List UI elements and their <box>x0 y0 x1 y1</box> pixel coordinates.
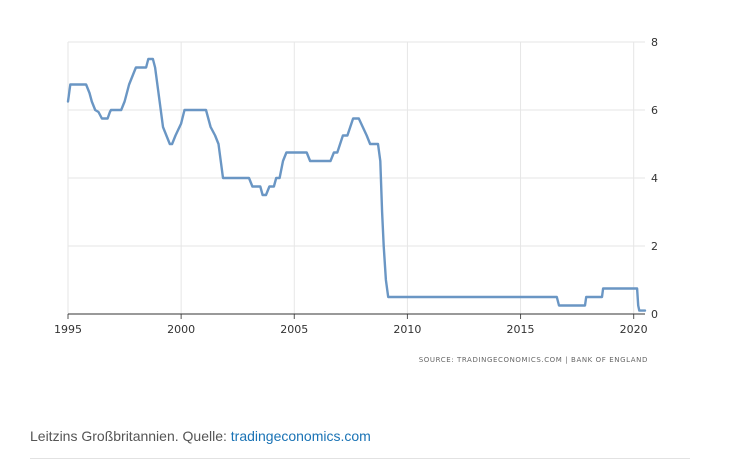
x-tick-label: 1995 <box>54 323 82 336</box>
divider <box>30 458 690 459</box>
y-tick-label: 6 <box>651 104 658 117</box>
source-link[interactable]: tradingeconomics.com <box>230 428 371 444</box>
y-tick-label: 4 <box>651 172 658 185</box>
image-caption: Leitzins Großbritannien. Quelle: trading… <box>30 428 371 444</box>
series-line <box>66 57 647 312</box>
y-tick-label: 2 <box>651 240 658 253</box>
chart-source: SOURCE: TRADINGECONOMICS.COM | BANK OF E… <box>418 356 648 364</box>
x-tick-label: 2005 <box>280 323 308 336</box>
x-tick-label: 2020 <box>620 323 648 336</box>
y-tick-label: 8 <box>651 36 658 49</box>
interest-rate-chart: 0 2 4 6 8 1995 2000 2005 2010 2015 2020 <box>54 36 658 336</box>
y-tick-label: 0 <box>651 308 658 321</box>
x-tick-label: 2015 <box>507 323 535 336</box>
x-tick-label: 2000 <box>167 323 195 336</box>
caption-text: Leitzins Großbritannien. Quelle: <box>30 428 231 444</box>
x-tick-label: 2010 <box>393 323 421 336</box>
